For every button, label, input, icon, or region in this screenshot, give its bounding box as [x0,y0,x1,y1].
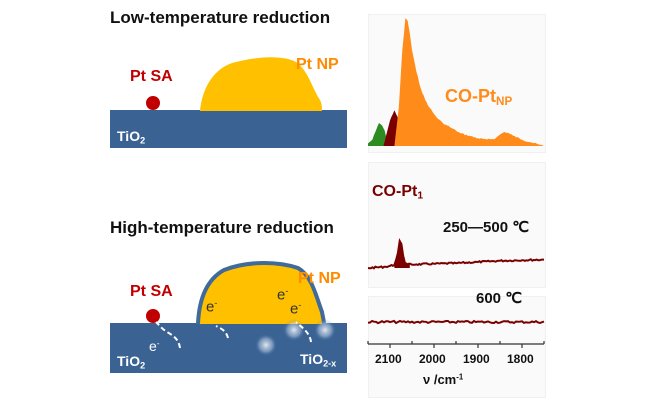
tio2-label-top: TiO2 [117,128,146,146]
x-axis-title: ν /cm-1 [423,372,464,387]
electron-label: e- [277,286,289,304]
x-tick-label: 2000 [419,352,446,366]
tio2-x-label: TiO2-x [300,351,337,369]
tio2-support-bottom [110,323,347,373]
x-tick-label: 1800 [507,352,534,366]
annotation-250-500: 250—500 ℃ [443,219,530,236]
pt-single-atom-bottom [146,309,160,323]
pt-sa-label-bottom: Pt SA [130,283,173,300]
pt-np-overlayer [196,261,326,325]
electron-path [215,325,229,339]
high-temp-title: High-temperature reduction [110,218,334,237]
pt-sa-label-top: Pt SA [130,68,173,85]
pt-single-atom-top [146,96,160,110]
annotation-600: 600 ℃ [476,290,523,307]
electron-label: e- [206,298,218,316]
tio2-support-top [110,110,347,148]
x-tick-label: 2100 [375,352,402,366]
co-ptnp-label: CO-PtNP [445,86,513,108]
electron-path [155,321,181,349]
spectrum-area-co-ptnp [394,18,544,146]
low-temp-title: Low-temperature reduction [110,8,331,27]
pt-np-label-top: Pt NP [296,56,339,73]
tio2-label-bottom: TiO2 [117,353,146,371]
spectrum-line-250-500 [367,237,544,270]
x-tick-label: 1900 [463,352,490,366]
pt-nanoparticle-top [200,57,322,111]
oxygen-vacancy [314,319,336,341]
electron-label: e- [149,338,160,355]
pt-np-label-bottom: Pt NP [298,270,341,287]
oxygen-vacancy [255,334,277,356]
electron-path [295,321,312,343]
spectrum-area-green-shoulder [368,123,388,146]
electron-label: e- [290,300,302,318]
co-pt1-label: CO-Pt1 [372,183,424,202]
spectrum-panel-600 [368,296,546,398]
spectrum-line-600 [367,319,545,325]
oxygen-vacancy [283,319,305,341]
